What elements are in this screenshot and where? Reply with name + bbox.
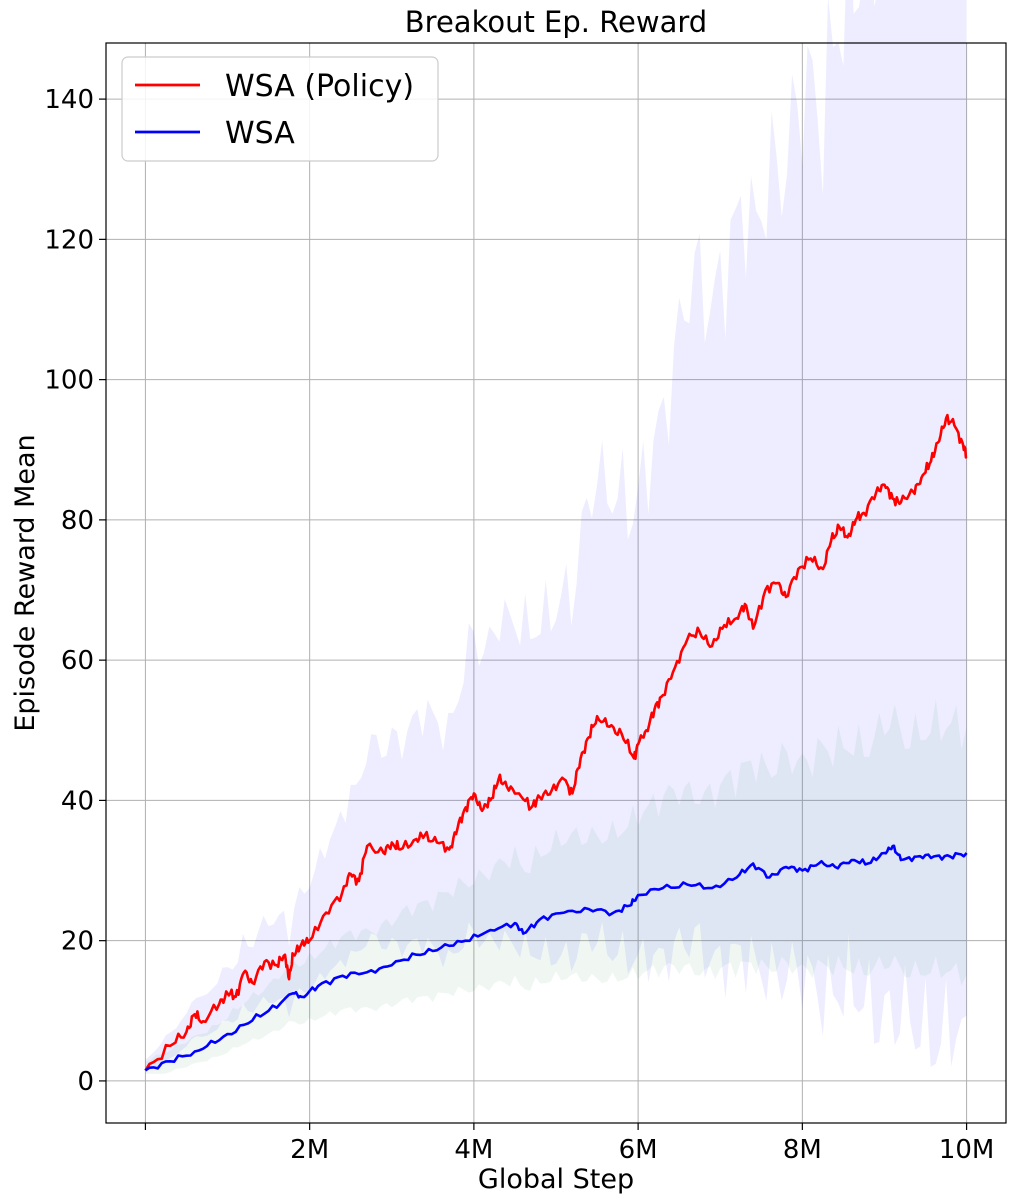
y-tick-label: 40 xyxy=(61,786,94,816)
legend-label-0: WSA (Policy) xyxy=(225,69,414,104)
y-tick-label: 100 xyxy=(44,366,94,396)
series-line-0 xyxy=(144,413,968,1072)
x-tick-label: 2M xyxy=(290,1135,329,1165)
variance-band-0 xyxy=(145,0,967,1067)
legend: WSA (Policy) WSA xyxy=(121,56,439,162)
y-tick-label: 0 xyxy=(77,1067,94,1097)
series-line-1 xyxy=(144,844,968,1072)
x-tick-label: 6M xyxy=(619,1135,658,1165)
y-tick-label: 80 xyxy=(61,506,94,536)
series-lines xyxy=(144,413,968,1072)
x-tick-label: 4M xyxy=(454,1135,493,1165)
legend-label-1: WSA xyxy=(225,116,295,151)
x-axis-ticks: 2M 4M 6M 8M 10M xyxy=(144,1123,995,1165)
variance-bands xyxy=(145,0,967,1074)
y-tick-label: 60 xyxy=(61,646,94,676)
x-axis-label: Global Step xyxy=(478,1164,634,1195)
plot-frame xyxy=(105,42,1007,1124)
y-axis-label: Episode Reward Mean xyxy=(10,434,41,731)
x-tick-label: 8M xyxy=(783,1135,822,1165)
x-tick-label: 10M xyxy=(939,1135,995,1165)
chart-title: Breakout Ep. Reward xyxy=(405,5,707,39)
y-axis-ticks: 0 20 40 60 80 100 120 140 xyxy=(44,85,106,1097)
variance-band-1 xyxy=(145,699,967,1074)
legend-box xyxy=(121,56,439,162)
y-tick-label: 120 xyxy=(44,225,94,255)
y-tick-label: 140 xyxy=(44,85,94,115)
y-tick-label: 20 xyxy=(61,927,94,957)
